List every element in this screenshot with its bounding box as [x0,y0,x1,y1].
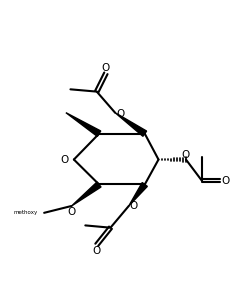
Text: O: O [93,246,101,255]
Text: O: O [116,109,124,119]
Text: methoxy: methoxy [13,210,37,215]
Polygon shape [66,113,101,137]
Text: O: O [67,207,76,217]
Polygon shape [115,113,147,136]
Text: O: O [182,149,190,159]
Polygon shape [72,182,101,206]
Text: O: O [102,63,110,73]
Text: O: O [130,201,138,211]
Text: O: O [221,176,229,186]
Polygon shape [129,183,147,206]
Text: O: O [60,154,68,165]
